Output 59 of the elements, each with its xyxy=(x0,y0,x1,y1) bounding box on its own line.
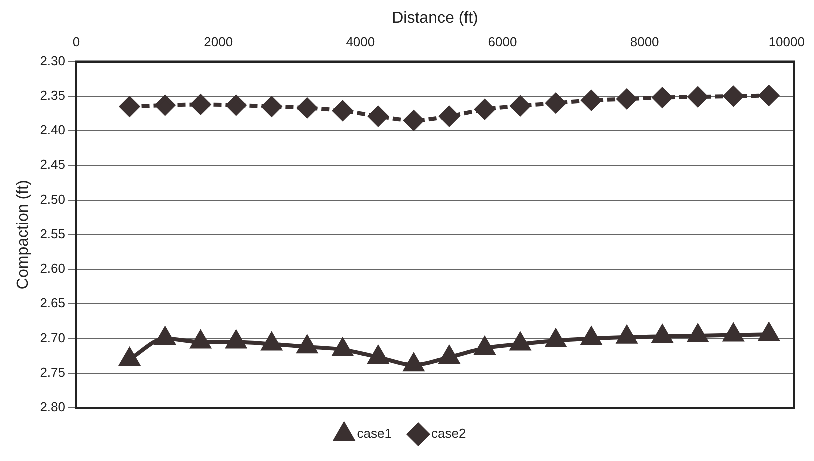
point xyxy=(190,94,211,115)
y-tick-label: 2.60 xyxy=(40,261,66,276)
y-tick-label: 2.75 xyxy=(40,364,66,380)
point xyxy=(652,88,673,108)
x-tick-label: 4000 xyxy=(346,34,376,50)
x-tick-label: 0 xyxy=(72,34,80,50)
point xyxy=(617,89,638,110)
point xyxy=(404,354,424,372)
point xyxy=(688,87,708,108)
point xyxy=(724,86,744,106)
point xyxy=(404,110,424,131)
x-tick-label: 6000 xyxy=(488,34,518,50)
point xyxy=(688,324,708,342)
point xyxy=(439,106,460,126)
point xyxy=(262,96,282,117)
point xyxy=(652,326,672,344)
point xyxy=(297,98,318,118)
point xyxy=(120,348,140,366)
y-tick-label: 2.35 xyxy=(40,88,66,103)
y-tick-label: 2.50 xyxy=(40,192,66,207)
point xyxy=(226,331,246,349)
point xyxy=(332,100,353,121)
point xyxy=(120,96,140,117)
point xyxy=(510,333,530,351)
point xyxy=(582,90,602,111)
point xyxy=(333,338,353,356)
point xyxy=(759,86,780,106)
y-tick-label: 2.45 xyxy=(40,157,66,172)
legend-label: case1 xyxy=(357,426,392,442)
legend-label: case2 xyxy=(432,426,466,442)
point xyxy=(474,100,495,120)
y-tick-label: 2.55 xyxy=(40,226,66,242)
point xyxy=(191,331,211,349)
point xyxy=(546,93,566,114)
x-tick-label: 2000 xyxy=(204,34,234,50)
x-tick-label: 8000 xyxy=(630,34,660,50)
y-tick-label: 2.80 xyxy=(40,400,66,415)
y-tick-label: 2.30 xyxy=(40,53,66,68)
point xyxy=(510,96,530,116)
x-tick-label: 10000 xyxy=(768,34,805,50)
point xyxy=(298,336,318,354)
point xyxy=(156,328,176,346)
point xyxy=(262,333,282,351)
point xyxy=(617,326,637,344)
point xyxy=(368,346,388,364)
point xyxy=(440,346,460,364)
point xyxy=(724,324,744,342)
point xyxy=(475,337,495,355)
y-tick-label: 2.40 xyxy=(40,122,66,138)
y-tick-label: 2.70 xyxy=(40,330,66,346)
y-axis-title: Compaction (ft) xyxy=(15,180,32,290)
point xyxy=(546,330,566,348)
point xyxy=(226,95,246,116)
y-tick-label: 2.65 xyxy=(40,296,66,311)
point xyxy=(582,328,602,346)
point xyxy=(759,324,779,342)
point xyxy=(155,95,176,116)
point xyxy=(368,106,388,126)
x-axis-title: Distance (ft) xyxy=(392,10,478,28)
